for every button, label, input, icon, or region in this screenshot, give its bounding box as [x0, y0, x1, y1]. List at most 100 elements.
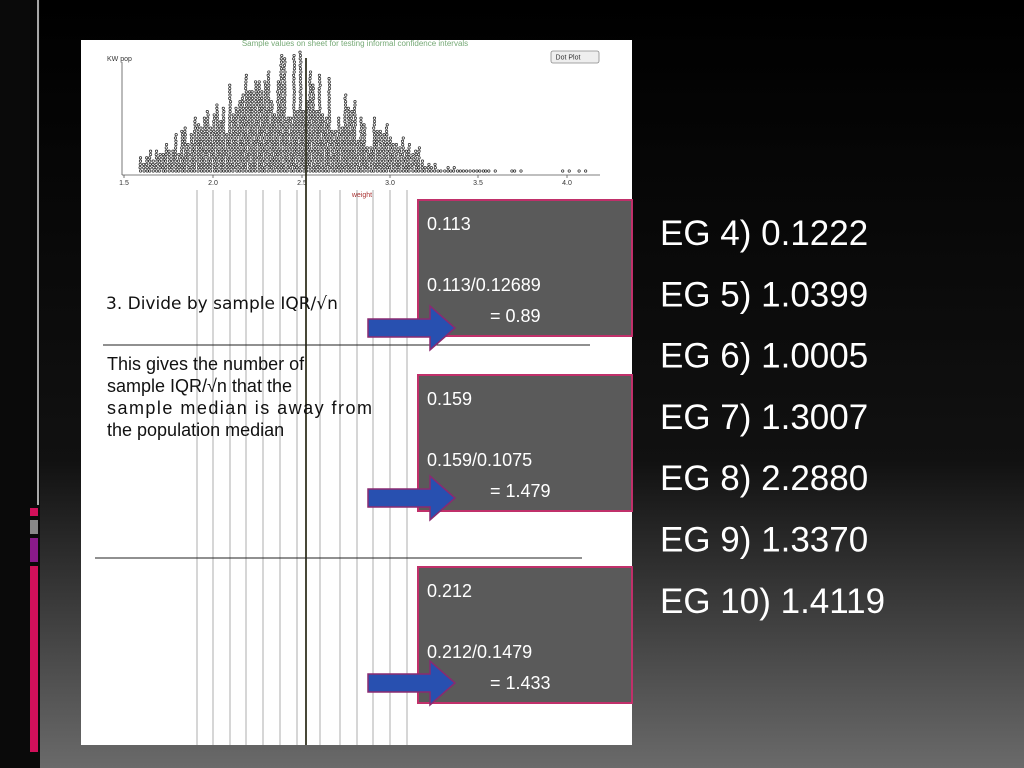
plot-dot [292, 100, 296, 104]
plot-dot [301, 119, 305, 124]
plot-dot [327, 96, 331, 100]
plot-dot [222, 156, 226, 160]
plot-dot [292, 106, 296, 110]
plot-dot [298, 80, 302, 84]
plot-dot [337, 119, 341, 124]
plot-dot [372, 166, 377, 170]
plot-dot [327, 162, 331, 166]
plot-dot [388, 169, 393, 173]
plot-dot [266, 119, 270, 124]
plot-dot [186, 146, 190, 150]
plot-button-label[interactable]: Dot Plot [556, 55, 581, 62]
plot-dot [352, 110, 356, 114]
plot-dot [254, 129, 258, 133]
plot-dot [206, 113, 210, 117]
plot-dot [228, 152, 232, 157]
plot-dot [183, 129, 187, 133]
plot-dot [379, 143, 383, 147]
plot-dot [154, 152, 158, 157]
plot-dot [327, 100, 331, 104]
plot-dot [269, 133, 273, 137]
plot-dot [379, 146, 383, 150]
plot-dot [317, 110, 321, 114]
plot-dot [266, 116, 270, 120]
plot-dot [311, 139, 315, 143]
plot-dot [375, 166, 379, 170]
plot-dot [317, 96, 321, 100]
plot-dot [231, 156, 235, 160]
plot-dot [263, 152, 268, 157]
plot-dot [174, 169, 178, 173]
plot-dot [205, 152, 209, 157]
plot-dot [472, 169, 476, 173]
plot-dot [478, 169, 482, 173]
plot-dot [244, 123, 248, 127]
plot-dot [282, 73, 287, 77]
plot-dot [299, 70, 303, 74]
plot-dot [234, 126, 238, 130]
plot-dot [397, 149, 402, 153]
plot-dot [321, 156, 325, 160]
arrow [367, 304, 457, 352]
plot-dot [311, 106, 315, 110]
plot-dot [311, 166, 316, 170]
plot-dot [158, 162, 162, 166]
plot-dot [260, 149, 264, 153]
plot-dot [308, 80, 312, 84]
plot-button[interactable] [550, 50, 600, 64]
plot-dot [193, 143, 197, 147]
plot-dot [318, 100, 322, 104]
plot-dot [238, 156, 242, 160]
plot-dot [218, 149, 222, 153]
plot-dot [260, 116, 264, 120]
plot-dot [282, 103, 287, 107]
plot-dot [193, 136, 197, 140]
plot-dot [266, 139, 270, 143]
plot-dot [298, 169, 303, 173]
plot-dot [369, 156, 373, 160]
plot-dot [257, 86, 261, 91]
plot-dot [279, 90, 283, 94]
plot-dot [317, 162, 321, 166]
plot-dot [215, 166, 219, 170]
plot-dot [343, 103, 348, 107]
plot-dot [289, 126, 293, 130]
plot-dot [320, 143, 325, 147]
plot-dot [295, 166, 299, 170]
plot-dot [577, 169, 581, 173]
plot-dot [337, 116, 341, 120]
plot-dot [212, 156, 216, 160]
plot-dot [426, 166, 430, 170]
plot-dot [360, 126, 364, 130]
plot-dot [253, 166, 257, 170]
plot-dot [250, 96, 255, 100]
plot-dot [241, 129, 245, 133]
plot-dot [244, 93, 248, 97]
plot-dot [253, 106, 257, 110]
plot-dot [272, 162, 276, 166]
plot-dot [228, 129, 232, 133]
plot-dot [228, 159, 232, 163]
plot-dot [343, 166, 347, 170]
plot-dot [238, 106, 242, 110]
plot-dot [311, 86, 315, 91]
plot-dot [404, 162, 408, 166]
plot-dot [272, 123, 276, 127]
plot-dot [206, 146, 210, 150]
plot-dot [263, 169, 267, 173]
plot-dot [404, 159, 408, 163]
plot-dot [273, 113, 277, 117]
plot-dot [353, 133, 357, 137]
plot-dot [327, 169, 331, 173]
plot-dot [327, 149, 331, 153]
plot-dot [248, 162, 252, 166]
plot-dot [151, 169, 155, 173]
plot-dot [328, 119, 332, 124]
plot-dot [298, 129, 302, 133]
plot-dot [170, 162, 174, 166]
plot-dot [336, 156, 341, 160]
plot-dot [362, 152, 366, 157]
plot-dot [411, 159, 415, 163]
plot-dot [250, 90, 254, 94]
plot-dot [298, 67, 303, 71]
